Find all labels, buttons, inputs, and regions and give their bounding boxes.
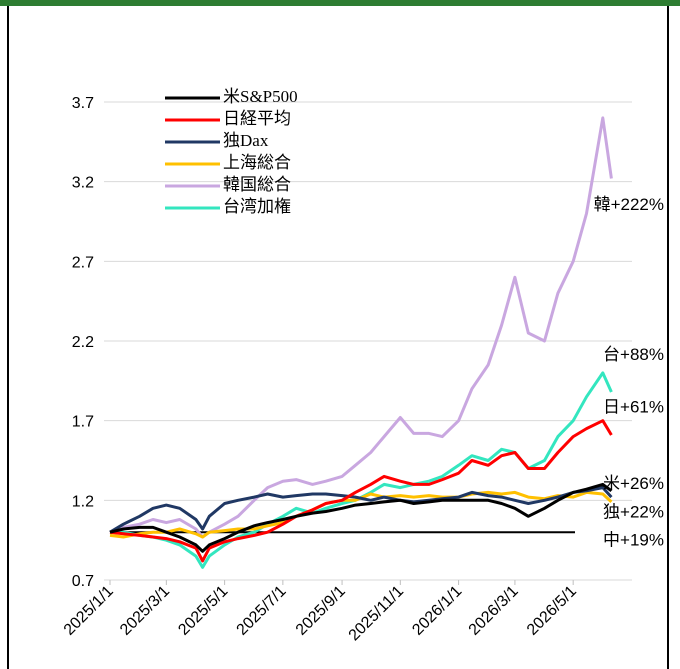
annotation: 台+88%	[603, 345, 664, 364]
x-tick-label: 2025/11/1	[346, 583, 408, 645]
y-tick-label: 2.2	[72, 334, 94, 351]
legend-label: 上海総合	[223, 153, 291, 172]
y-tick-label: 3.2	[72, 175, 94, 192]
x-tick-label: 2025/9/1	[293, 583, 349, 639]
y-tick-label: 1.7	[72, 414, 94, 431]
annotation: 中+19%	[603, 530, 664, 549]
annotation: 独+22%	[603, 503, 664, 522]
y-tick-label: 2.7	[72, 254, 94, 271]
series-line	[109, 419, 613, 563]
legend-label: 日経平均	[223, 109, 291, 128]
legend-label: 独Dax	[223, 131, 269, 150]
x-tick-label: 2025/5/1	[175, 583, 231, 639]
series-line	[109, 490, 613, 539]
series-line	[109, 482, 613, 553]
series-line	[109, 486, 613, 534]
x-tick-label: 2025/3/1	[117, 583, 173, 639]
legend-label: 韓国総合	[223, 175, 291, 194]
legend-label: 米S&P500	[223, 87, 298, 106]
x-tick-label: 2026/1/1	[409, 583, 465, 639]
top-bar	[0, 0, 680, 6]
y-tick-label: 3.7	[72, 95, 94, 112]
x-tick-label: 2025/7/1	[234, 583, 290, 639]
x-tick-label: 2026/5/1	[524, 583, 580, 639]
annotation: 韓+222%	[594, 195, 664, 214]
annotation: 米+26%	[603, 474, 664, 493]
legend-label: 台湾加権	[223, 197, 291, 216]
annotation: 日+61%	[603, 397, 664, 416]
y-tick-label: 1.2	[72, 493, 94, 510]
x-tick-label: 2026/3/1	[466, 583, 522, 639]
x-tick-label: 2025/1/1	[61, 583, 117, 639]
y-tick-label: 0.7	[72, 573, 94, 590]
series-line	[109, 116, 613, 539]
